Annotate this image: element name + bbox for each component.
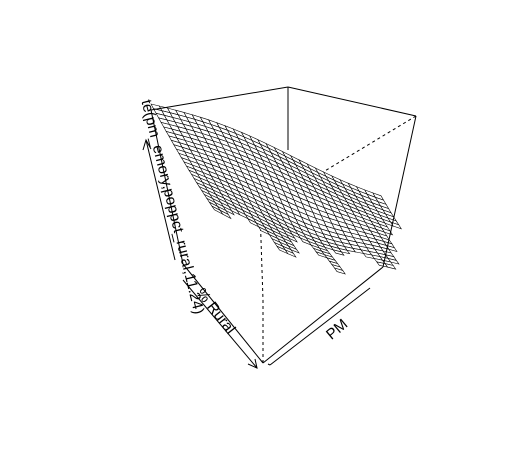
y-axis-arrowhead	[247, 358, 258, 369]
axis-arrows	[142, 138, 371, 369]
z-axis-arrow	[145, 139, 176, 261]
box-edge-bottom-left	[182, 263, 264, 364]
x-axis-label: PM	[323, 316, 351, 343]
surface-mesh	[150, 103, 403, 275]
surface-facet	[333, 267, 346, 275]
box-edge-right-vertical	[382, 115, 417, 268]
x-axis-arrowhead	[267, 363, 271, 366]
surface-facet	[276, 245, 289, 255]
surface-facet	[376, 261, 389, 268]
x-axis-arrow	[269, 287, 371, 366]
surface-facet	[211, 205, 224, 215]
surface-facet	[332, 249, 345, 256]
box-edge-top-right	[287, 86, 417, 117]
box-edge-top-left	[150, 86, 289, 111]
y-axis-arrow	[182, 279, 258, 369]
box-edge-left-vertical	[150, 109, 184, 265]
box-edge-bottom-right	[262, 266, 384, 364]
z-axis-arrowhead	[142, 138, 152, 151]
box-visible-edges	[150, 86, 417, 364]
